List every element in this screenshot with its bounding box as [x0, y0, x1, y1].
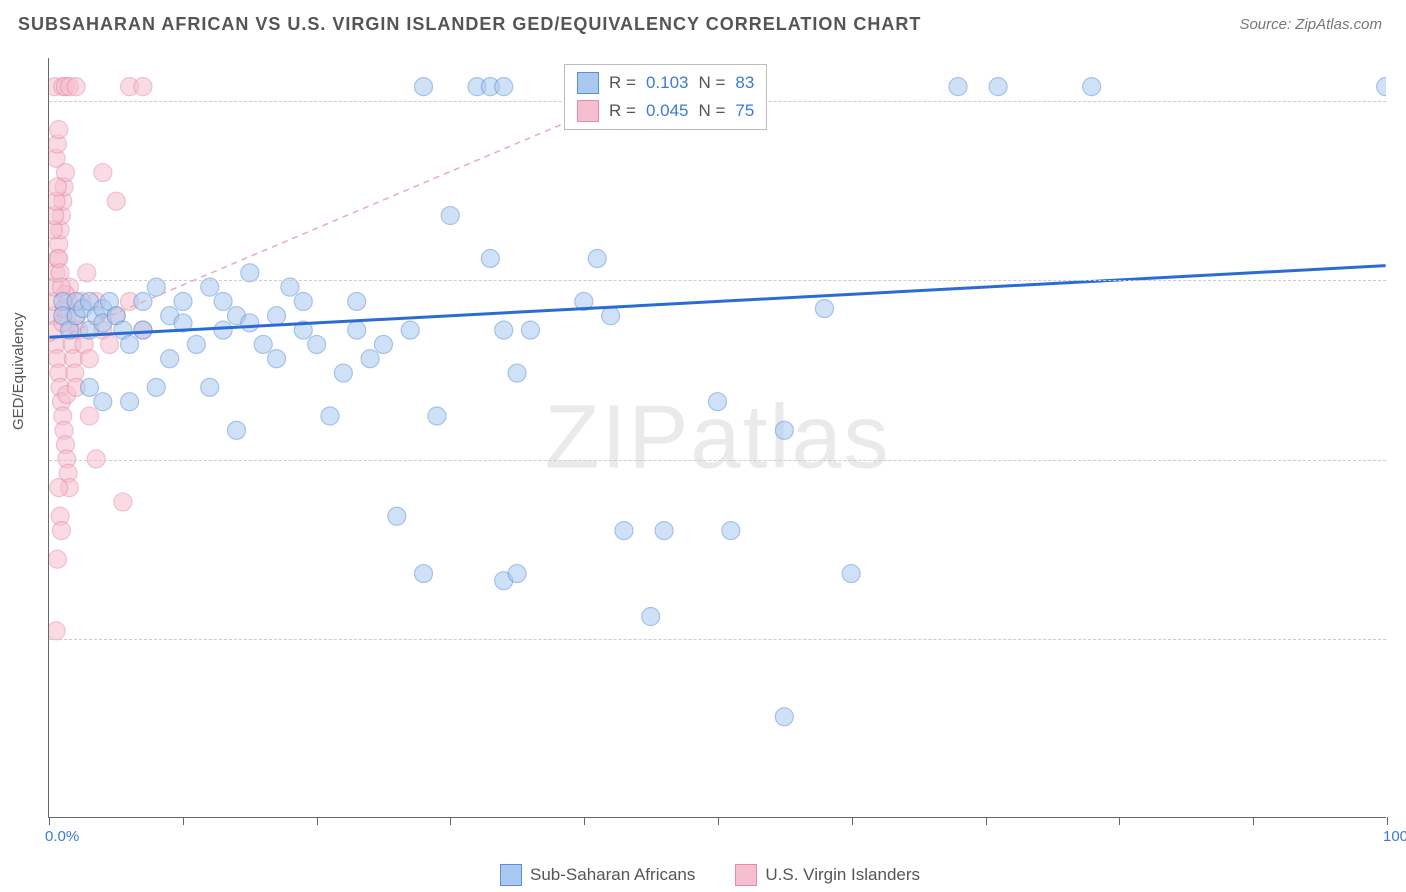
- swatch-blue: [577, 72, 599, 94]
- plot-area: ZIPatlas 62.5%87.5%0.0%100.0%: [48, 58, 1386, 818]
- legend-item: U.S. Virgin Islanders: [735, 864, 920, 886]
- scatter-svg: [49, 58, 1386, 817]
- swatch-blue: [500, 864, 522, 886]
- swatch-pink: [577, 100, 599, 122]
- chart-title: SUBSAHARAN AFRICAN VS U.S. VIRGIN ISLAND…: [18, 14, 921, 35]
- x-tick-label: 100.0%: [1383, 828, 1406, 845]
- correlation-legend: R = 0.103 N = 83 R = 0.045 N = 75: [564, 64, 767, 130]
- series-legend: Sub-Saharan Africans U.S. Virgin Islande…: [500, 864, 920, 886]
- swatch-pink: [735, 864, 757, 886]
- source-attribution: Source: ZipAtlas.com: [1239, 16, 1382, 33]
- legend-item: Sub-Saharan Africans: [500, 864, 695, 886]
- y-axis-label: GED/Equivalency: [10, 312, 27, 430]
- legend-row: R = 0.045 N = 75: [577, 97, 754, 125]
- legend-row: R = 0.103 N = 83: [577, 69, 754, 97]
- x-tick-label: 0.0%: [45, 828, 79, 845]
